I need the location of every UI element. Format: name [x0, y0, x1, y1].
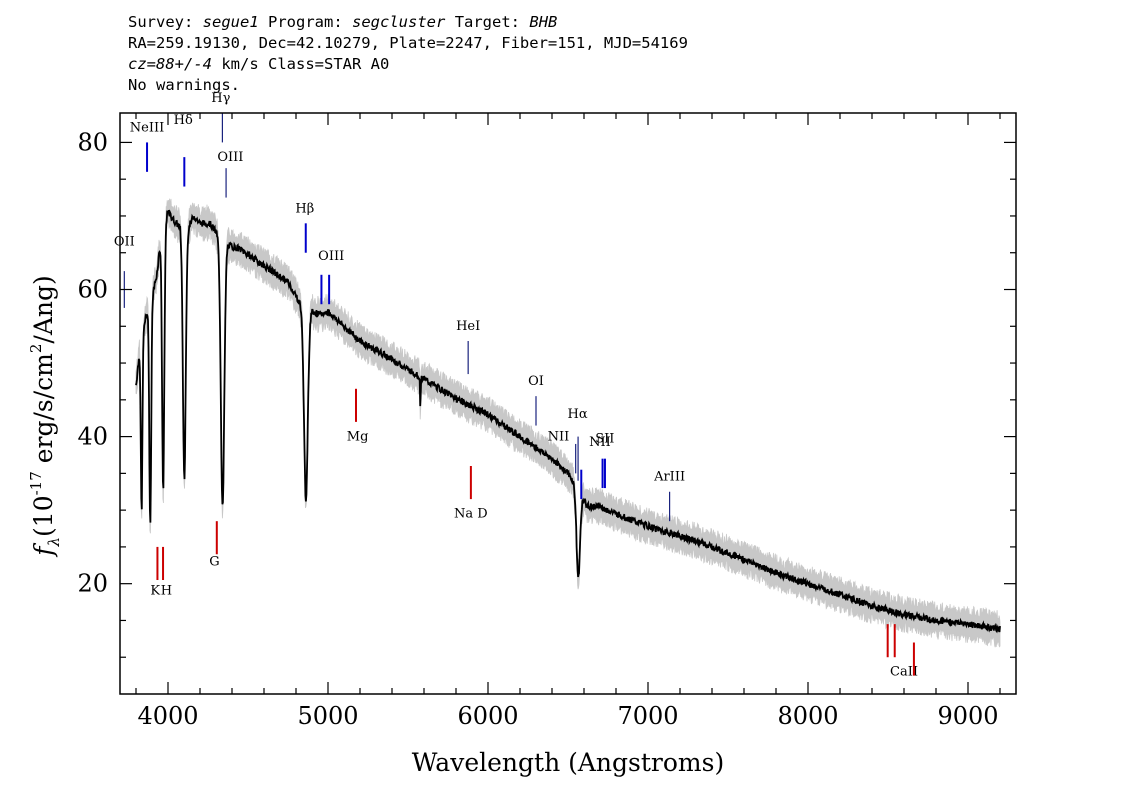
line-marker-label-13: Hα: [568, 407, 588, 422]
redshift-value: cz=88+/-4: [128, 55, 212, 73]
spectrum-header: Survey: segue1 Program: segcluster Targe…: [128, 12, 688, 96]
header-line-warnings: No warnings.: [128, 76, 240, 94]
line-marker-label-2: Hδ: [174, 113, 193, 128]
flux-error-band-area: [135, 198, 1001, 648]
x-tick-label: 8000: [777, 702, 838, 730]
header-line-coordinates: RA=259.19130, Dec=42.10279, Plate=2247, …: [128, 34, 688, 52]
y-axis-symbol: f: [29, 543, 58, 558]
redshift-class: km/s Class=STAR A0: [212, 55, 390, 73]
header-line-survey: Survey: segue1 Program: segcluster Targe…: [128, 12, 688, 33]
program-label: Program:: [268, 13, 343, 31]
y-axis-exponent-2: 2: [27, 344, 45, 354]
line-marker-label-9: HeI: [456, 319, 480, 334]
line-marker-label-16: NII: [589, 435, 611, 450]
axis-ticks: 4000 5000 6000 7000 8000 9000 20 40 60 80: [77, 113, 1016, 730]
y-axis-symbol-sub: λ: [45, 537, 63, 548]
y-tick-label: 20: [77, 570, 108, 598]
y-tick-label: 40: [77, 423, 108, 451]
y-axis-unit-rest: erg/s/cm: [29, 353, 58, 471]
line-marker-label-3: Hγ: [211, 91, 230, 106]
flux-series: [135, 209, 1001, 634]
y-axis-unit: (10: [29, 495, 58, 537]
y-axis-exponent: -17: [27, 471, 45, 495]
line-marker-label-6: OIII: [318, 249, 344, 264]
plot-frame: [119, 112, 1017, 695]
line-marker-label-20: G: [209, 554, 219, 569]
line-marker-label-19: H: [161, 584, 172, 599]
x-tick-label: 7000: [617, 702, 678, 730]
line-marker-label-4: OIII: [217, 150, 243, 165]
line-marker-label-12: NII: [548, 429, 570, 444]
line-marker-label-18: K: [150, 584, 160, 599]
target-label: Target:: [454, 13, 521, 31]
x-tick-label: 4000: [137, 702, 198, 730]
line-marker-label-15: SII: [595, 431, 614, 446]
target-value: BHB: [529, 13, 558, 31]
survey-value: segue1: [202, 13, 259, 31]
x-tick-label: 9000: [937, 702, 998, 730]
header-line-redshift: cz=88+/-4 km/s Class=STAR A0: [128, 54, 688, 75]
y-axis-unit-tail: /Ang): [29, 275, 58, 343]
line-marker-label-1: NeIII: [130, 120, 164, 135]
line-marker-label-17: ArIII: [653, 470, 685, 485]
line-marker-label-5: Hβ: [295, 201, 314, 216]
line-marker-label-8: Mg: [347, 429, 369, 444]
x-axis-title: Wavelength (Angstroms): [412, 748, 724, 777]
line-marker-label-11: OI: [528, 374, 544, 389]
line-marker-label-0: OII: [114, 234, 135, 249]
line-marker-label-21: CaII: [890, 665, 918, 680]
y-tick-label: 80: [77, 128, 108, 156]
line-marker-label-10: Na D: [454, 506, 488, 521]
flux-line: [135, 209, 1001, 634]
y-axis-title: fλ(10-17 erg/s/cm2/Ang): [27, 275, 63, 558]
flux-error-band: [135, 198, 1001, 648]
program-value: segcluster: [352, 13, 446, 31]
x-tick-label: 5000: [297, 702, 358, 730]
x-tick-label: 6000: [457, 702, 518, 730]
y-tick-label: 60: [77, 276, 108, 304]
survey-label: Survey:: [128, 13, 194, 31]
